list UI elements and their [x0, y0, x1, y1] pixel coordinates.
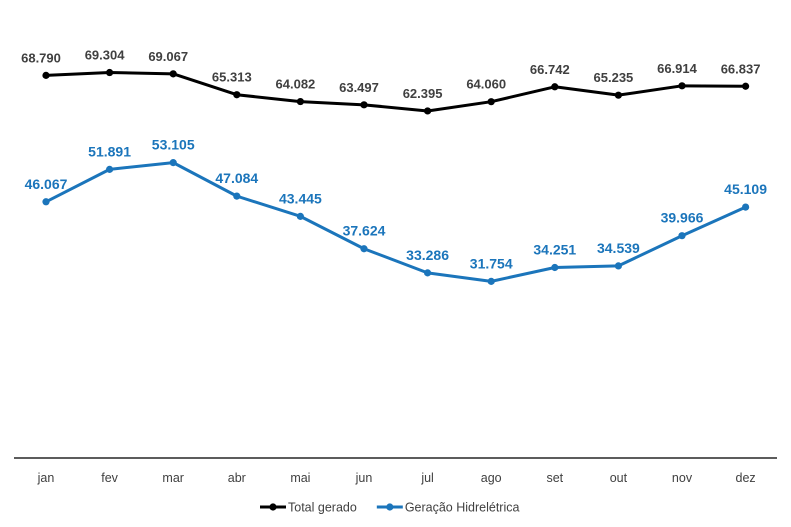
data-label-geracao-hidreletrica: 31.754 [470, 255, 513, 271]
data-point-geracao-hidreletrica [742, 203, 750, 211]
legend-label: Total gerado [288, 501, 357, 515]
data-label-total-gerado: 69.067 [148, 49, 188, 64]
data-label-geracao-hidreletrica: 39.966 [661, 210, 704, 226]
x-tick-label: set [546, 471, 563, 485]
data-label-total-gerado: 68.790 [21, 50, 61, 65]
data-label-geracao-hidreletrica: 43.445 [279, 190, 322, 206]
data-point-total-gerado [551, 83, 559, 91]
series-line-geracao-hidreletrica [45, 161, 747, 283]
data-point-geracao-hidreletrica [424, 269, 432, 277]
data-point-geracao-hidreletrica [106, 165, 114, 173]
x-tick-label: jun [355, 471, 373, 485]
data-point-geracao-hidreletrica [551, 263, 559, 272]
data-point-total-gerado [678, 82, 686, 90]
data-label-geracao-hidreletrica: 47.084 [215, 170, 258, 186]
legend-item-geracao-hidreletrica: Geração Hidrelétrica [376, 501, 520, 515]
data-label-geracao-hidreletrica: 45.109 [724, 181, 767, 197]
data-label-total-gerado: 65.313 [212, 70, 252, 85]
legend-label: Geração Hidrelétrica [405, 501, 520, 515]
x-tick-label: abr [228, 471, 246, 485]
series-layer [42, 68, 750, 285]
data-label-total-gerado: 64.060 [466, 77, 506, 92]
data-point-geracao-hidreletrica [360, 245, 368, 253]
data-label-geracao-hidreletrica: 51.891 [88, 143, 131, 159]
data-label-total-gerado: 66.914 [657, 61, 698, 76]
data-point-geracao-hidreletrica [614, 262, 623, 270]
data-label-total-gerado: 63.497 [339, 80, 379, 95]
x-tick-label: jan [37, 471, 55, 485]
data-label-geracao-hidreletrica: 53.105 [152, 137, 195, 153]
x-tick-label: nov [672, 471, 693, 485]
x-tick-label: dez [736, 471, 756, 485]
data-label-geracao-hidreletrica: 37.624 [343, 223, 386, 239]
data-point-geracao-hidreletrica [487, 277, 495, 285]
data-label-total-gerado: 69.304 [85, 48, 126, 63]
data-point-total-gerado [614, 91, 623, 99]
data-point-geracao-hidreletrica [42, 198, 50, 206]
data-label-total-gerado: 66.742 [530, 62, 570, 77]
legend-dot-marker [269, 503, 277, 511]
data-point-total-gerado [169, 70, 177, 78]
x-tick-label: ago [481, 471, 502, 485]
data-point-geracao-hidreletrica [233, 192, 241, 200]
data-label-geracao-hidreletrica: 34.539 [597, 240, 640, 256]
data-point-total-gerado [296, 97, 304, 106]
data-label-total-gerado: 65.235 [594, 70, 634, 85]
data-label-geracao-hidreletrica: 46.067 [25, 176, 68, 192]
data-labels-layer: 68.790 69.304 69.067 65.313 64.082 63.497 62.3… [21, 48, 767, 272]
series-line-total-gerado [45, 71, 746, 113]
data-point-geracao-hidreletrica [678, 232, 686, 240]
data-label-total-gerado: 62.395 [403, 86, 443, 101]
data-label-total-gerado: 66.837 [721, 61, 761, 76]
data-point-total-gerado [424, 107, 432, 115]
legend-item-total-gerado: Total gerado [260, 501, 357, 515]
x-tick-label: mar [162, 471, 184, 485]
data-label-geracao-hidreletrica: 33.286 [406, 247, 449, 263]
x-tick-label: fev [101, 471, 118, 485]
x-tick-label: out [610, 471, 628, 485]
data-point-total-gerado [360, 101, 368, 109]
data-label-geracao-hidreletrica: 34.251 [533, 241, 576, 257]
legend-dot-marker [386, 503, 394, 511]
data-point-total-gerado [233, 91, 241, 99]
x-tick-labels: jan fev mar abr mai jun jul ago set out nov dez [37, 471, 756, 485]
x-tick-label: jul [420, 471, 434, 485]
x-tick-label: mai [290, 471, 310, 485]
data-point-total-gerado [487, 98, 495, 106]
data-point-geracao-hidreletrica [169, 159, 177, 167]
data-point-total-gerado [42, 71, 50, 79]
legend: Total gerado Geração Hidrelétrica [260, 501, 519, 515]
data-point-total-gerado [106, 68, 114, 77]
data-point-total-gerado [742, 82, 750, 90]
data-point-geracao-hidreletrica [296, 212, 304, 220]
data-label-total-gerado: 64.082 [276, 77, 316, 92]
